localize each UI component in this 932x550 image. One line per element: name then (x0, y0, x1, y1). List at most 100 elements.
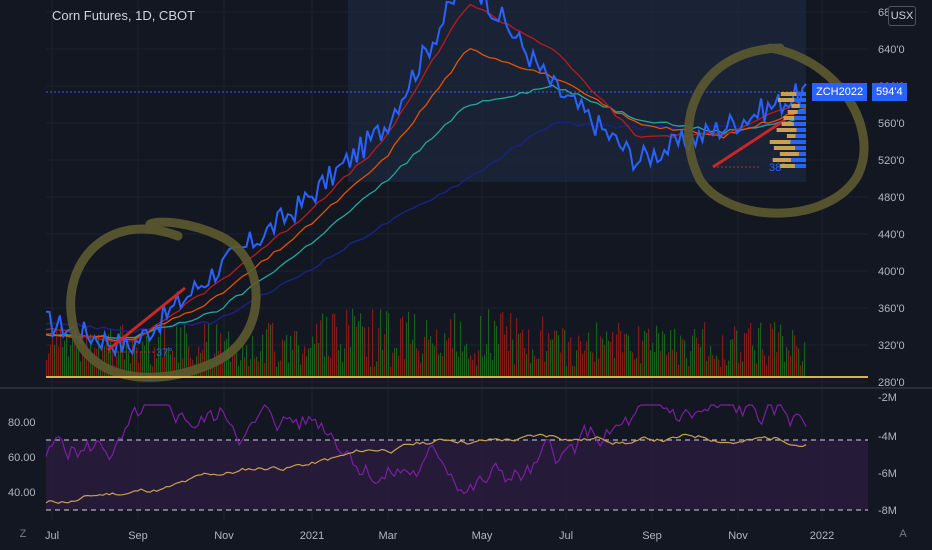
volume-bar (666, 355, 667, 377)
volume-bar (144, 346, 145, 377)
volume-bar (524, 348, 525, 377)
time-axis[interactable]: Jul Sep Nov 2021 Mar May Jul Sep Nov 2022 (45, 530, 834, 542)
volume-bar (552, 340, 553, 377)
volume-bar (146, 336, 147, 377)
volume-bar (728, 361, 729, 377)
volume-bar (698, 344, 699, 377)
profile-bar-up (780, 152, 799, 156)
volume-bar (350, 347, 351, 377)
volume-bar (250, 359, 251, 377)
indicator-right-axis[interactable]: -2M -4M -6M -8M (878, 392, 897, 517)
volume-bar (392, 353, 393, 377)
volume-bar (142, 342, 143, 377)
rsi-band (46, 440, 868, 510)
auto-scale-button[interactable]: A (894, 525, 912, 543)
volume-bar (290, 336, 291, 377)
profile-bar-up (791, 104, 800, 108)
price-tick-label: 640'0 (878, 44, 905, 56)
volume-bar (486, 344, 487, 377)
volume-bar (364, 327, 365, 377)
volume-bar (502, 312, 503, 377)
profile-bar-up (773, 158, 791, 162)
price-tick-label: 480'0 (878, 192, 905, 204)
volume-bar (782, 336, 783, 377)
volume-bar (46, 360, 47, 377)
volume-bar (796, 346, 797, 377)
volume-bar (696, 337, 697, 377)
selected-range (348, 0, 806, 182)
volume-bar (480, 316, 481, 377)
currency-button[interactable]: USX (888, 6, 916, 26)
volume-bar (64, 341, 65, 377)
volume-bar (366, 357, 367, 377)
volume-bar (504, 335, 505, 377)
volume-bar (326, 317, 327, 377)
volume-bar (750, 323, 751, 377)
volume-bar (786, 347, 787, 377)
price-axis[interactable]: 680'0640'0600'0560'0520'0480'0440'0400'0… (878, 7, 905, 389)
volume-bar (434, 346, 435, 377)
volume-bar (738, 363, 739, 377)
volume-bar (514, 364, 515, 377)
volume-bar (730, 340, 731, 377)
volume-bar (692, 336, 693, 377)
volume-bar (684, 340, 685, 377)
volume-bar (336, 327, 337, 377)
chart-title: Corn Futures, 1D, CBOT (52, 8, 195, 23)
volume-bar (500, 314, 501, 377)
volume-bar (80, 361, 81, 377)
volume-bar (616, 335, 617, 377)
volume-bar (450, 319, 451, 377)
volume-bar (62, 347, 63, 377)
price-tick-label: 360'0 (878, 303, 905, 315)
volume-bar (66, 330, 67, 377)
volume-bar (608, 341, 609, 377)
volume-bar (512, 339, 513, 377)
profile-bar-down (798, 110, 806, 114)
volume-bar (460, 322, 461, 377)
volume-bar (398, 356, 399, 377)
volume-bar (396, 348, 397, 377)
volume-bar (576, 350, 577, 377)
volume-bar (710, 346, 711, 377)
profile-bar-up (787, 134, 796, 138)
volume-bar (636, 358, 637, 377)
volume-bar (688, 366, 689, 377)
volume-bar (668, 352, 669, 377)
profile-bar-up (780, 164, 795, 168)
volume-bar (624, 334, 625, 377)
volume-bar (560, 352, 561, 377)
volume-bar (282, 339, 283, 377)
volume-bar (58, 347, 59, 377)
volume-bar (274, 352, 275, 377)
profile-bar-down (795, 146, 806, 150)
volume-bar (774, 322, 775, 377)
volume-bar (536, 359, 537, 377)
volume-bar (288, 362, 289, 377)
volume-bar (394, 348, 395, 377)
volume-bar (646, 333, 647, 377)
zoom-button[interactable]: Z (14, 525, 32, 543)
obv-tick-label: -4M (878, 431, 897, 443)
volume-bar (598, 359, 599, 377)
volume-bar (756, 363, 757, 377)
volume-bar (672, 350, 673, 377)
volume-bar (390, 367, 391, 377)
volume-bar (264, 363, 265, 377)
volume-bar (430, 336, 431, 377)
volume-bar (176, 326, 177, 377)
volume-bar (538, 359, 539, 377)
price-tick-label: 520'0 (878, 155, 905, 167)
volume-bar (382, 350, 383, 377)
volume-bar (588, 333, 589, 377)
profile-bar-up (778, 98, 795, 102)
volume-bar (562, 328, 563, 377)
volume-bar (458, 357, 459, 377)
profile-bar-down (800, 104, 806, 108)
volume-bar (648, 329, 649, 377)
volume-bar (564, 330, 565, 377)
volume-bar (578, 336, 579, 377)
profile-bar-down (791, 140, 806, 144)
volume-bar (294, 331, 295, 377)
